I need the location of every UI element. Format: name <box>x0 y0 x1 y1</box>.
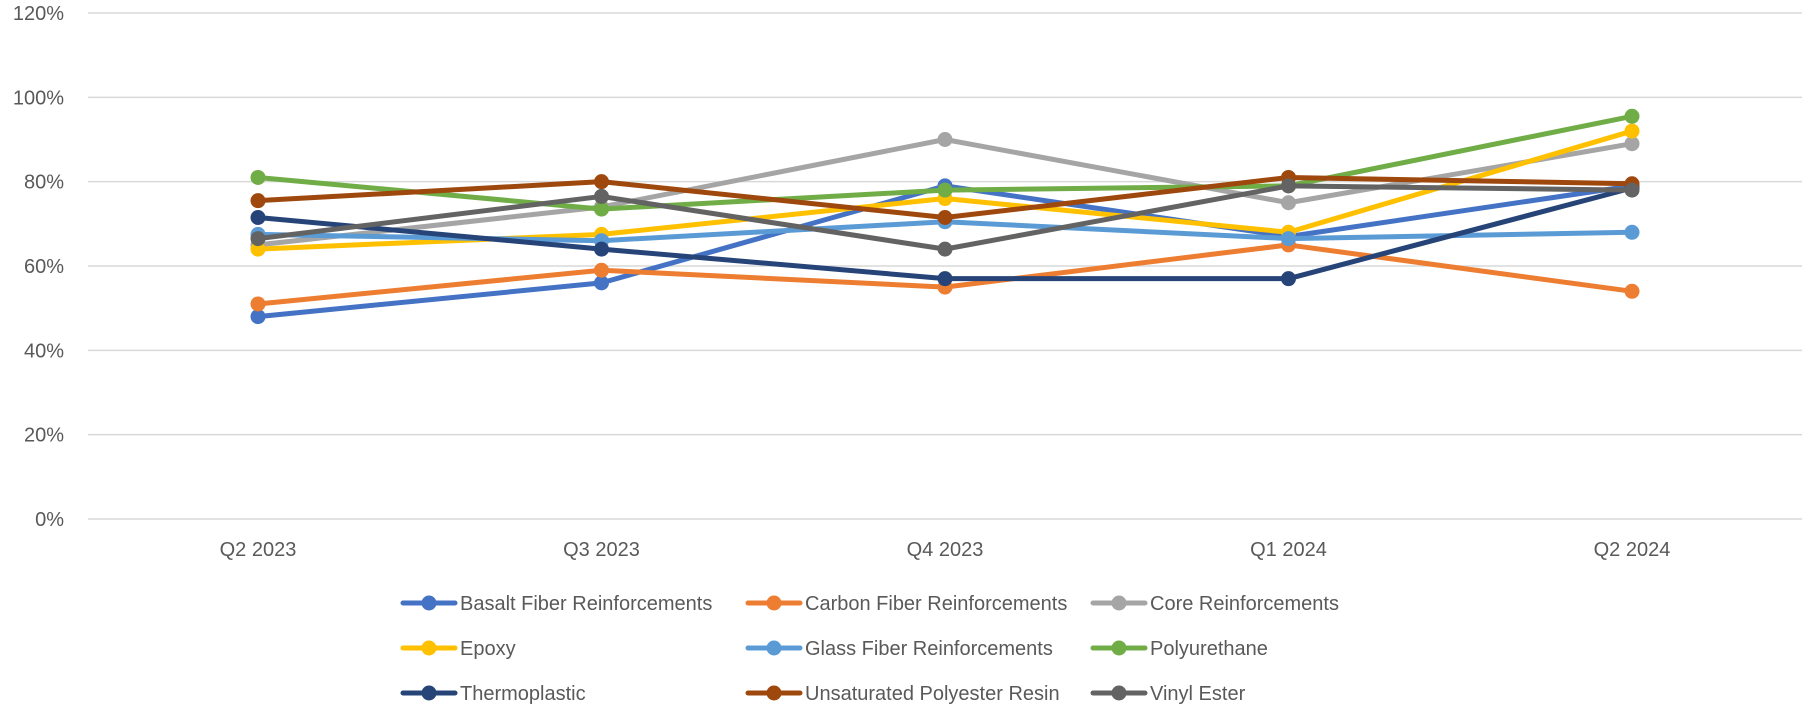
data-point <box>1624 283 1640 299</box>
data-point <box>937 241 953 257</box>
y-tick-label: 20% <box>24 425 64 447</box>
data-point <box>1624 123 1640 139</box>
legend-item: Polyurethane <box>1090 638 1268 660</box>
legend-label: Thermoplastic <box>460 683 586 705</box>
y-tick-label: 60% <box>24 256 64 278</box>
data-point <box>1281 231 1296 247</box>
data-point <box>250 309 266 325</box>
data-point <box>594 174 609 190</box>
data-point <box>594 188 609 204</box>
data-point <box>937 271 953 287</box>
legend-label: Unsaturated Polyester Resin <box>805 683 1060 705</box>
legend-swatch-marker <box>1111 640 1127 656</box>
data-point <box>594 201 609 217</box>
data-point <box>1624 224 1640 240</box>
legend-item: Core Reinforcements <box>1090 593 1339 615</box>
legend-label: Basalt Fiber Reinforcements <box>460 593 712 615</box>
legend: Basalt Fiber Reinforcements Carbon Fiber … <box>400 593 1339 705</box>
legend-label: Vinyl Ester <box>1150 683 1246 705</box>
data-point <box>250 231 266 247</box>
data-point <box>1281 178 1296 194</box>
x-axis-ticks: Q2 2023 Q3 2023 Q4 2023 Q1 2024 Q2 2024 <box>220 539 1671 561</box>
y-tick-label: 0% <box>35 509 64 531</box>
legend-label: Epoxy <box>460 638 516 660</box>
legend-item: Vinyl Ester <box>1090 683 1246 705</box>
legend-item: Unsaturated Polyester Resin <box>745 683 1060 705</box>
data-point <box>1624 136 1640 152</box>
x-tick-label: Q2 2023 <box>220 539 297 561</box>
y-tick-label: 120% <box>13 3 64 25</box>
legend-item: Thermoplastic <box>400 683 586 705</box>
data-point <box>250 241 266 257</box>
data-point <box>250 210 266 226</box>
legend-swatch-marker <box>766 685 782 701</box>
data-point <box>1281 195 1296 211</box>
series-lines <box>250 108 1640 325</box>
legend-swatch-marker <box>1111 595 1127 611</box>
gridlines <box>88 12 1802 520</box>
data-point <box>250 296 266 312</box>
legend-label: Polyurethane <box>1150 638 1268 660</box>
data-point <box>594 275 609 291</box>
legend-label: Carbon Fiber Reinforcements <box>805 593 1067 615</box>
x-tick-label: Q1 2024 <box>1250 539 1327 561</box>
data-point <box>594 241 609 257</box>
data-point <box>250 193 266 209</box>
y-tick-label: 100% <box>13 87 64 109</box>
data-point <box>594 262 609 278</box>
legend-swatch-marker <box>421 640 437 656</box>
data-point <box>937 210 953 226</box>
legend-label: Glass Fiber Reinforcements <box>805 638 1053 660</box>
y-tick-label: 40% <box>24 340 64 362</box>
legend-label: Core Reinforcements <box>1150 593 1339 615</box>
data-point <box>1624 182 1640 198</box>
data-point <box>937 132 953 147</box>
y-axis-ticks: 0% 20% 40% 60% 80% 100% 120% <box>13 3 64 531</box>
legend-item: Epoxy <box>400 638 516 660</box>
y-tick-label: 80% <box>24 172 64 194</box>
x-tick-label: Q4 2023 <box>907 539 984 561</box>
series-group <box>250 178 1640 257</box>
data-point <box>250 169 266 185</box>
data-point <box>1281 271 1296 287</box>
legend-swatch-marker <box>421 595 437 611</box>
legend-item: Carbon Fiber Reinforcements <box>745 593 1067 615</box>
data-point <box>937 182 953 198</box>
data-point <box>1624 108 1640 124</box>
legend-swatch-marker <box>766 640 782 656</box>
legend-item: Basalt Fiber Reinforcements <box>400 593 712 615</box>
x-tick-label: Q2 2024 <box>1594 539 1671 561</box>
legend-swatch-marker <box>421 685 437 701</box>
legend-item: Glass Fiber Reinforcements <box>745 638 1053 660</box>
legend-swatch-marker <box>1111 685 1127 701</box>
x-tick-label: Q3 2023 <box>563 539 640 561</box>
legend-swatch-marker <box>766 595 782 611</box>
